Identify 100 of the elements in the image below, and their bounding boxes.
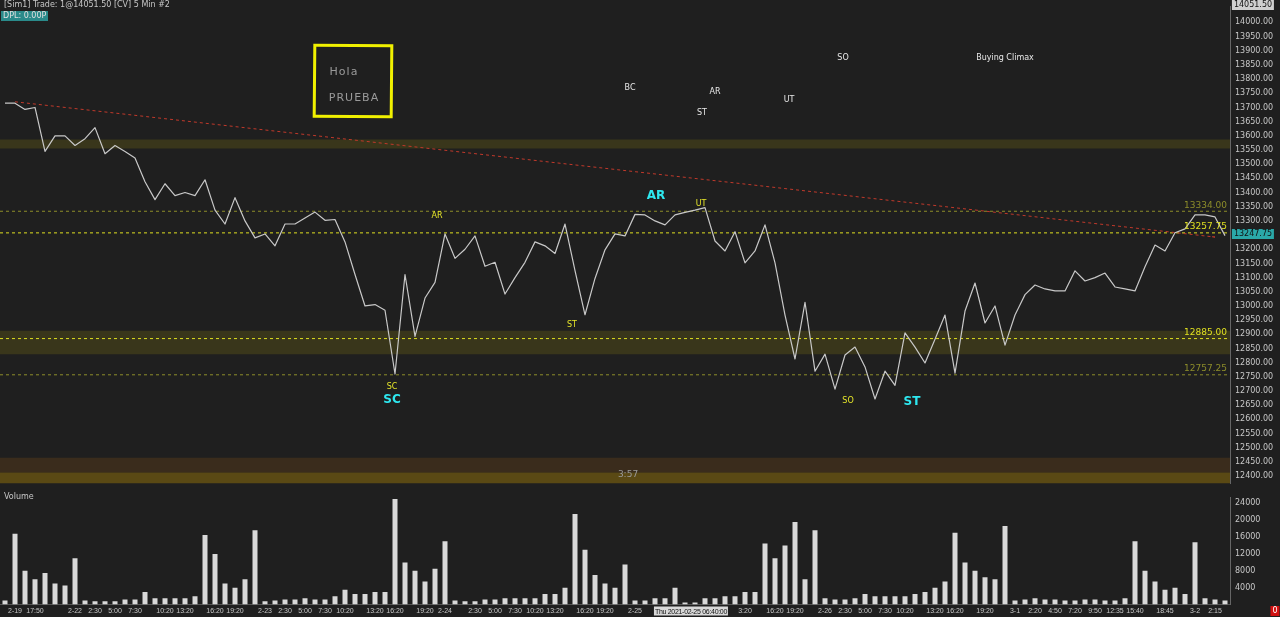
y-tick-label: 12600.00 <box>1235 414 1274 424</box>
bar <box>512 598 518 605</box>
chart-title: Volume <box>4 492 34 501</box>
bar <box>662 598 668 605</box>
annotation: SC <box>386 382 398 391</box>
chart-title: [Sim1] Trade: 1@14051.50 [CV] 5 Min #2 <box>4 0 170 9</box>
y-tick-label: 14000.00 <box>1235 17 1274 27</box>
bar <box>1192 542 1198 605</box>
bar <box>82 600 88 605</box>
bar <box>772 558 778 605</box>
bar <box>402 562 408 605</box>
y-tick-label: 12450.00 <box>1235 457 1274 467</box>
bar <box>542 594 548 605</box>
bar <box>722 596 728 605</box>
bar <box>1122 598 1128 605</box>
annotation: BC <box>624 83 636 92</box>
bar <box>192 596 198 605</box>
bar <box>272 600 278 605</box>
bar <box>252 530 258 605</box>
bar <box>892 596 898 605</box>
y-tick-label: 13200.00 <box>1235 244 1274 254</box>
bar <box>742 591 748 605</box>
ref-line-label: 12885.00 <box>1184 326 1228 337</box>
bar <box>852 598 858 605</box>
annotation: 3:57 <box>617 468 639 479</box>
bar <box>332 596 338 605</box>
bar <box>692 602 698 605</box>
y-tick-label: 8000 <box>1235 565 1256 575</box>
bar <box>922 591 928 605</box>
y-tick-label: 13300.00 <box>1235 215 1274 225</box>
bar <box>562 587 568 605</box>
annotation: SC <box>383 392 401 406</box>
y-tick-label: 13900.00 <box>1235 45 1274 55</box>
bar <box>72 558 78 605</box>
annotation: AR <box>431 211 443 220</box>
bar <box>422 581 428 605</box>
annotation: SO <box>842 396 854 405</box>
bar <box>62 585 68 605</box>
bar <box>702 598 708 605</box>
annotation: AR <box>709 87 721 96</box>
y-tick-label: 12650.00 <box>1235 400 1274 410</box>
bar <box>242 579 248 605</box>
y-tick-label: 13700.00 <box>1235 102 1274 112</box>
bar <box>582 549 588 605</box>
bar <box>302 598 308 605</box>
bar <box>432 568 438 605</box>
bar <box>782 545 788 605</box>
annotation: PRUEBA <box>328 90 380 104</box>
bar <box>392 499 398 605</box>
bar <box>1222 600 1228 605</box>
y-tick-label: 13100.00 <box>1235 272 1274 282</box>
y-tick-label: 12400.00 <box>1235 471 1274 481</box>
ref-line-label: 12757.25 <box>1184 363 1227 374</box>
bar <box>202 534 208 605</box>
annotation: UT <box>783 95 795 104</box>
text: 13247.75 <box>1231 229 1275 239</box>
ref-line-label: 13334.00 <box>1184 199 1228 210</box>
bar <box>502 598 508 605</box>
bar <box>982 577 988 605</box>
bar <box>712 598 718 605</box>
bar <box>532 598 538 605</box>
bar <box>12 533 18 605</box>
bar <box>22 570 28 605</box>
bar <box>212 553 218 605</box>
bar <box>912 594 918 605</box>
bar <box>932 587 938 605</box>
annotation: ST <box>567 320 577 329</box>
text: 0 <box>1270 606 1280 616</box>
y-tick-label: 16000 <box>1235 532 1261 542</box>
y-tick-label: 24000 <box>1235 498 1261 508</box>
bar <box>1142 570 1148 605</box>
bar <box>1152 581 1158 605</box>
y-tick-label: 12550.00 <box>1235 428 1274 438</box>
bar <box>1102 600 1108 605</box>
bar <box>632 600 638 605</box>
annotation: Buying Climax <box>976 53 1034 62</box>
y-tick-label: 13650.00 <box>1235 116 1274 126</box>
annotation: Hola <box>329 64 359 78</box>
bar <box>682 602 688 605</box>
text: 14051.50 <box>1231 0 1275 10</box>
bar <box>1002 526 1008 605</box>
y-tick-label: 13550.00 <box>1235 145 1274 155</box>
bar <box>752 591 758 605</box>
y-tick-label: 12750.00 <box>1235 371 1274 381</box>
bar <box>972 570 978 605</box>
bar <box>222 583 228 605</box>
bar <box>942 581 948 605</box>
y-tick-label: 12950.00 <box>1235 315 1274 325</box>
annotation: AR <box>646 188 666 202</box>
bar <box>342 589 348 605</box>
bar <box>32 579 38 605</box>
bar <box>1062 600 1068 605</box>
bar <box>962 562 968 605</box>
annotation: ST <box>903 394 921 408</box>
bar <box>602 583 608 605</box>
bar <box>572 513 578 605</box>
y-tick-label: 13350.00 <box>1235 201 1274 211</box>
bar <box>802 579 808 605</box>
bar <box>232 587 238 605</box>
bar <box>362 594 368 605</box>
